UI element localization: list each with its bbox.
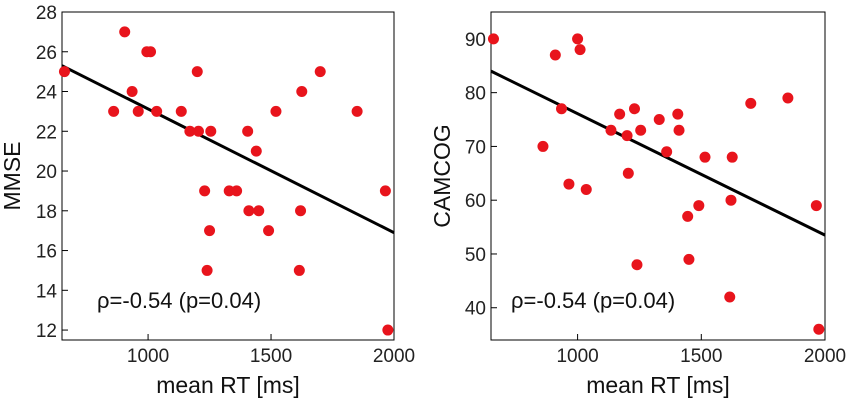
camcog-data-point [563, 178, 575, 190]
camcog-data-point [622, 167, 634, 179]
mmse-y-tick-label: 12 [36, 321, 57, 342]
mmse-panel: 1000 1500 2000 12 14 16 18 20 22 24 26 28 mean RT [m… [0, 3, 415, 398]
camcog-y-tick-label: 70 [465, 137, 486, 158]
mmse-x-axis-label: mean RT [ms] [156, 372, 300, 398]
mmse-data-point [243, 205, 255, 217]
camcog-data-point [813, 323, 825, 335]
mmse-y-axis-label: MMSE [0, 142, 25, 211]
camcog-data-point [745, 97, 757, 109]
camcog-x-tick-label: 1000 [556, 346, 598, 367]
camcog-data-point [605, 124, 617, 136]
mmse-data-point [126, 86, 138, 98]
camcog-data-point [725, 194, 737, 206]
camcog-data-point [693, 200, 705, 212]
camcog-panel: 1000 1500 2000 40 50 60 70 80 90 mean RT [ms] CAMC… [429, 11, 846, 398]
mmse-x-tick-label: 1500 [250, 346, 292, 367]
camcog-data-point [810, 200, 822, 212]
mmse-data-point [351, 105, 363, 117]
mmse-data-point [293, 264, 305, 276]
camcog-data-point [621, 130, 633, 142]
camcog-data-point [537, 140, 549, 152]
camcog-y-tick-label: 90 [465, 30, 486, 51]
mmse-data-point [270, 105, 282, 117]
camcog-data-point [726, 151, 738, 163]
mmse-data-point [184, 125, 196, 137]
mmse-data-point [242, 125, 254, 137]
camcog-x-tick-label: 2000 [804, 346, 846, 367]
mmse-y-tick-label: 14 [36, 281, 58, 302]
mmse-y-tick-label: 18 [36, 202, 57, 223]
camcog-y-axis-label: CAMCOG [429, 124, 455, 228]
mmse-y-tick-label: 20 [36, 162, 57, 183]
mmse-data-point [263, 225, 275, 237]
mmse-data-point [108, 105, 120, 117]
camcog-y-tick-label: 40 [465, 299, 486, 320]
mmse-data-point [296, 86, 308, 98]
mmse-data-point [382, 324, 394, 336]
mmse-data-point [250, 145, 262, 157]
mmse-data-point [295, 205, 307, 217]
camcog-data-point [487, 33, 499, 45]
camcog-data-point [580, 183, 592, 195]
camcog-data-point [635, 124, 647, 136]
mmse-axes-frame [61, 11, 395, 341]
mmse-data-point [201, 264, 213, 276]
mmse-data-point [204, 225, 216, 237]
camcog-data-point [683, 253, 695, 265]
camcog-y-tick-label: 80 [465, 84, 486, 105]
mmse-data-point [379, 185, 391, 197]
mmse-data-point [58, 66, 70, 78]
camcog-axes-frame [490, 11, 826, 341]
mmse-correlation-annotation: ρ=-0.54 (p=0.04) [97, 288, 261, 313]
camcog-regression-line [490, 69, 826, 237]
mmse-data-point [145, 46, 157, 58]
camcog-data-point [672, 108, 684, 120]
mmse-y-tick-label: 24 [36, 83, 58, 104]
camcog-data-point [699, 151, 711, 163]
camcog-data-point [682, 210, 694, 222]
mmse-data-point [175, 105, 187, 117]
camcog-data-point [782, 92, 794, 104]
mmse-y-tick-label: 28 [36, 3, 57, 24]
camcog-data-point [549, 49, 561, 61]
mmse-data-point [151, 105, 163, 117]
mmse-data-point [253, 205, 265, 217]
mmse-data-point [191, 66, 203, 78]
mmse-data-point [192, 125, 204, 137]
camcog-y-tick-label: 60 [465, 191, 486, 212]
mmse-data-point [132, 105, 144, 117]
mmse-y-tick-label: 26 [36, 43, 57, 64]
camcog-correlation-annotation: ρ=-0.54 (p=0.04) [511, 288, 675, 313]
camcog-data-point [724, 291, 736, 303]
camcog-data-point [653, 114, 665, 126]
camcog-data-point [628, 103, 640, 115]
mmse-x-tick-label: 2000 [373, 346, 415, 367]
mmse-data-point [231, 185, 243, 197]
camcog-data-point [572, 33, 584, 45]
mmse-data-point [199, 185, 211, 197]
camcog-x-axis-label: mean RT [ms] [586, 372, 730, 398]
camcog-x-tick-label: 1500 [680, 346, 722, 367]
camcog-data-point [673, 124, 685, 136]
camcog-y-tick-label: 50 [465, 245, 486, 266]
mmse-regression-line [61, 64, 395, 234]
camcog-data-point [631, 259, 643, 271]
camcog-data-point [574, 44, 586, 56]
mmse-x-tick-label: 1000 [127, 346, 169, 367]
camcog-data-point [614, 108, 626, 120]
mmse-y-tick-label: 16 [36, 242, 57, 263]
mmse-data-point [205, 125, 217, 137]
camcog-data-point [556, 103, 568, 115]
mmse-data-point [314, 66, 326, 78]
camcog-data-point [661, 146, 673, 158]
mmse-data-point [119, 26, 131, 38]
mmse-y-tick-label: 22 [36, 122, 57, 143]
